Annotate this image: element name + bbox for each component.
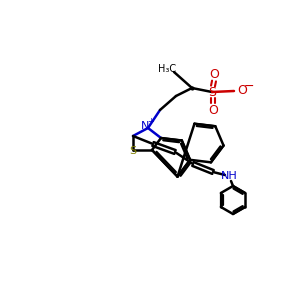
Text: NH: NH — [220, 171, 237, 181]
Text: O: O — [208, 103, 218, 116]
Text: N: N — [141, 121, 149, 131]
Text: S: S — [208, 85, 216, 98]
Text: O: O — [237, 83, 247, 97]
Text: −: − — [244, 80, 254, 92]
Text: O: O — [209, 68, 219, 80]
Text: H₃C: H₃C — [158, 64, 176, 74]
Text: S: S — [129, 146, 137, 156]
Text: +: + — [148, 116, 154, 125]
